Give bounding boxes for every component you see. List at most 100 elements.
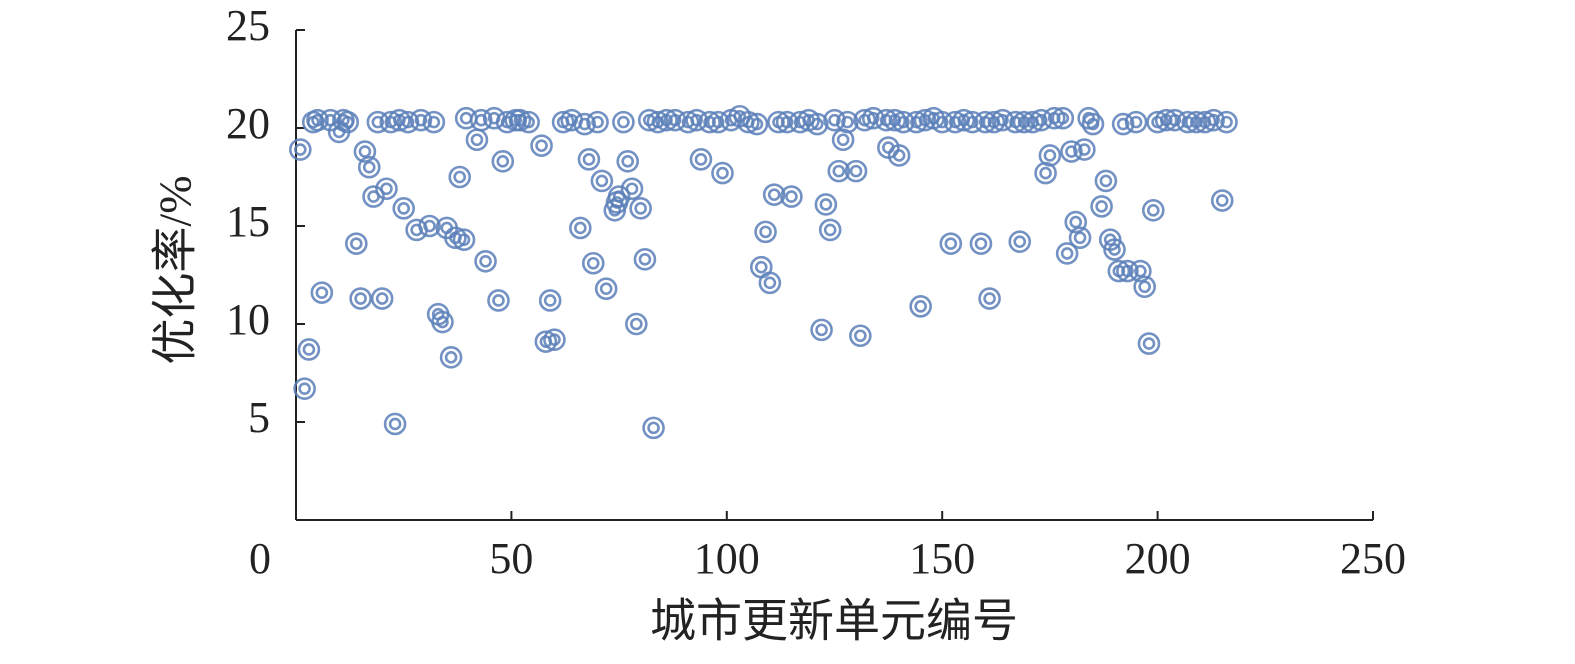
- point: [827, 159, 851, 183]
- point-inner-ring: [522, 115, 535, 129]
- point-outer-ring: [982, 110, 1006, 134]
- point-outer-ring: [642, 416, 665, 440]
- x-tick-label: 0: [249, 534, 271, 583]
- point-inner-ring: [617, 115, 630, 129]
- point-outer-ring: [913, 108, 937, 132]
- point: [1029, 108, 1053, 132]
- point-outer-ring: [349, 287, 372, 310]
- point-inner-ring: [996, 113, 1009, 127]
- point-inner-ring: [832, 164, 846, 178]
- point-outer-ring: [1008, 230, 1032, 253]
- point-inner-ring: [819, 198, 833, 211]
- point-inner-ring: [759, 225, 772, 239]
- point: [1210, 189, 1234, 212]
- point-inner-ring: [716, 166, 729, 180]
- point-inner-ring: [1060, 247, 1074, 260]
- point-outer-ring: [961, 110, 984, 134]
- point-outer-ring: [607, 185, 631, 208]
- point: [297, 338, 321, 361]
- point-outer-ring: [1210, 189, 1234, 212]
- point: [961, 110, 984, 134]
- point-inner-ring: [1207, 113, 1220, 127]
- point-outer-ring: [431, 310, 454, 334]
- point-inner-ring: [315, 286, 329, 299]
- point-outer-ring: [788, 110, 812, 134]
- point: [930, 110, 954, 134]
- point: [469, 108, 493, 132]
- point: [642, 416, 665, 440]
- point-inner-ring: [548, 333, 561, 346]
- point-outer-ring: [737, 110, 760, 134]
- point-outer-ring: [1103, 238, 1126, 261]
- point-outer-ring: [1124, 110, 1148, 134]
- point-outer-ring: [887, 144, 911, 167]
- point: [754, 220, 777, 244]
- point-outer-ring: [853, 108, 876, 132]
- point-outer-ring: [383, 412, 407, 436]
- point-outer-ring: [655, 108, 678, 132]
- point-outer-ring: [689, 148, 713, 171]
- point-outer-ring: [775, 110, 799, 134]
- point-outer-ring: [1163, 108, 1187, 132]
- point-outer-ring: [637, 108, 661, 132]
- point: [370, 287, 394, 310]
- point: [431, 310, 454, 334]
- point-inner-ring: [750, 117, 764, 131]
- point-inner-ring: [638, 253, 652, 266]
- point-outer-ring: [418, 214, 441, 238]
- point: [569, 216, 592, 240]
- point-inner-ring: [815, 323, 828, 337]
- y-tick-label: 10: [226, 295, 270, 344]
- point-inner-ring: [1034, 113, 1048, 127]
- x-axis-title: 城市更新单元编号: [650, 596, 1018, 647]
- point-outer-ring: [1154, 108, 1178, 132]
- x-tick-label: 250: [1340, 534, 1406, 583]
- point-inner-ring: [810, 117, 824, 131]
- point-inner-ring: [388, 417, 402, 431]
- point-inner-ring: [362, 160, 376, 174]
- point-outer-ring: [366, 110, 390, 134]
- point: [663, 108, 687, 132]
- point-outer-ring: [805, 112, 829, 136]
- point: [762, 183, 786, 206]
- point-outer-ring: [810, 318, 833, 342]
- point: [1008, 230, 1032, 253]
- point-inner-ring: [785, 190, 798, 203]
- point-inner-ring: [983, 292, 996, 305]
- point-outer-ring: [310, 281, 334, 304]
- point: [439, 346, 463, 369]
- point-inner-ring: [1134, 264, 1147, 278]
- point: [581, 251, 605, 275]
- point-outer-ring: [1029, 108, 1053, 132]
- point-inner-ring: [694, 153, 708, 166]
- point-outer-ring: [353, 140, 377, 163]
- point: [517, 110, 540, 134]
- point: [543, 328, 566, 351]
- point-outer-ring: [754, 220, 777, 244]
- point-outer-ring: [590, 169, 614, 193]
- point: [491, 150, 515, 173]
- point-outer-ring: [969, 232, 993, 255]
- point-outer-ring: [1055, 242, 1079, 265]
- point-outer-ring: [375, 177, 398, 201]
- point-outer-ring: [491, 150, 515, 173]
- point: [1141, 199, 1165, 222]
- point-outer-ring: [1185, 110, 1208, 134]
- point-inner-ring: [496, 155, 510, 168]
- point-outer-ring: [306, 108, 329, 132]
- point-inner-ring: [780, 115, 794, 129]
- point-inner-ring: [866, 111, 880, 125]
- x-tick-label: 100: [694, 534, 760, 583]
- point-inner-ring: [414, 113, 428, 127]
- point-outer-ring: [1111, 112, 1135, 136]
- point: [357, 155, 381, 179]
- point-inner-ring: [492, 294, 505, 307]
- y-tick-label: 15: [226, 197, 270, 246]
- point-outer-ring: [487, 289, 510, 312]
- point-outer-ring: [405, 218, 428, 242]
- point-outer-ring: [530, 134, 553, 157]
- point-inner-ring: [1065, 145, 1078, 158]
- point-outer-ring: [814, 193, 838, 216]
- point-outer-ring: [409, 108, 433, 132]
- point-inner-ring: [711, 115, 725, 129]
